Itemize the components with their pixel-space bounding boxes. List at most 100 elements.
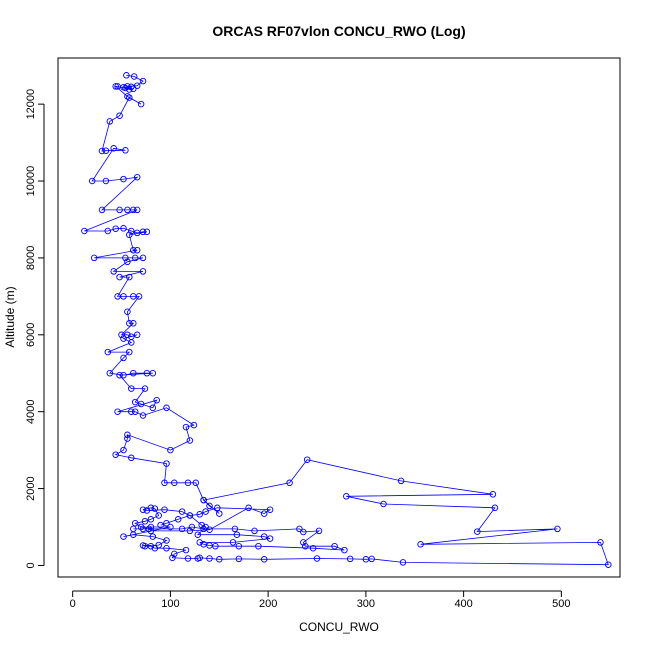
data-point	[126, 273, 133, 281]
y-tick-label: 10000	[25, 166, 37, 197]
data-point	[126, 86, 133, 93]
data-point	[200, 496, 207, 504]
data-point	[147, 527, 155, 535]
data-point	[397, 477, 405, 485]
x-tick-label: 0	[70, 598, 76, 610]
data-point	[155, 541, 162, 549]
x-axis: 0 100 200 300 400 500	[70, 590, 571, 610]
data-point	[251, 527, 258, 535]
data-point	[123, 72, 130, 79]
x-axis-label: CONCU_RWO	[299, 620, 379, 634]
data-point	[128, 454, 135, 462]
data-point	[417, 541, 424, 548]
data-point	[106, 369, 114, 377]
data-point	[110, 145, 117, 152]
data-point	[163, 460, 170, 467]
data-point	[151, 544, 159, 552]
data-point	[206, 526, 213, 533]
data-point	[155, 512, 162, 519]
y-axis-label: Altitude (m)	[3, 286, 17, 347]
data-point	[128, 385, 135, 392]
data-point	[231, 525, 239, 533]
data-point	[120, 175, 127, 183]
data-point	[296, 525, 303, 533]
y-axis: 0 2000 4000 6000 8000 10000 12000	[25, 89, 45, 569]
data-point	[126, 94, 133, 101]
data-point	[169, 554, 176, 562]
data-point	[196, 539, 203, 546]
data-point	[139, 412, 147, 419]
data-point	[597, 539, 604, 546]
data-point	[128, 339, 135, 346]
data-point	[126, 320, 133, 327]
data-point	[216, 556, 223, 563]
data-point	[171, 479, 178, 487]
data-point	[139, 268, 147, 275]
plot-frame	[57, 57, 621, 578]
data-point	[114, 408, 121, 415]
x-tick-label: 400	[454, 598, 472, 610]
data-point	[309, 544, 317, 552]
data-point	[235, 542, 243, 550]
data-point	[331, 542, 338, 550]
data-point	[149, 533, 157, 540]
data-point	[120, 533, 127, 540]
data-point	[260, 556, 268, 563]
data-point	[137, 100, 145, 108]
data-point	[380, 500, 387, 508]
data-point	[194, 555, 202, 562]
data-point	[98, 206, 106, 214]
data-point	[245, 504, 252, 512]
data-point	[122, 147, 129, 154]
data-point	[139, 228, 147, 236]
data-point	[362, 556, 370, 563]
data-point	[233, 531, 241, 538]
data-point	[120, 371, 127, 379]
data-point	[178, 508, 186, 515]
series-layer	[81, 72, 612, 568]
data-point	[206, 542, 213, 549]
data-point	[133, 173, 141, 181]
y-tick-label: 6000	[25, 323, 37, 347]
data-point	[116, 273, 123, 281]
data-point	[124, 93, 131, 100]
data-point	[163, 544, 170, 552]
data-point	[139, 254, 147, 262]
data-point	[130, 320, 137, 327]
data-point	[206, 555, 213, 562]
data-point	[112, 451, 119, 458]
data-point	[174, 516, 182, 523]
x-tick-label: 200	[259, 598, 277, 610]
data-point	[554, 525, 561, 533]
data-point	[116, 112, 123, 119]
data-point	[147, 516, 155, 523]
data-point	[122, 254, 129, 262]
data-point	[124, 258, 131, 266]
y-tick-label: 0	[25, 562, 37, 568]
data-point	[153, 396, 160, 404]
data-point	[235, 555, 243, 563]
data-point	[124, 331, 131, 339]
data-point	[90, 254, 98, 262]
data-point	[167, 446, 174, 454]
data-point	[130, 85, 137, 93]
data-point	[114, 83, 121, 90]
data-point	[255, 542, 262, 550]
data-point	[128, 227, 135, 235]
data-point	[131, 519, 139, 527]
data-point	[346, 555, 354, 563]
data-point	[130, 73, 138, 80]
data-point	[135, 293, 143, 300]
data-point	[313, 555, 321, 562]
data-point	[161, 479, 168, 487]
data-point	[147, 523, 155, 531]
data-point	[139, 542, 147, 549]
data-point	[124, 308, 131, 315]
data-point	[133, 82, 141, 89]
data-point	[303, 456, 311, 463]
data-point	[300, 539, 307, 546]
data-point	[130, 369, 137, 377]
data-point	[120, 335, 127, 342]
data-point	[198, 521, 205, 529]
data-point	[141, 518, 149, 525]
